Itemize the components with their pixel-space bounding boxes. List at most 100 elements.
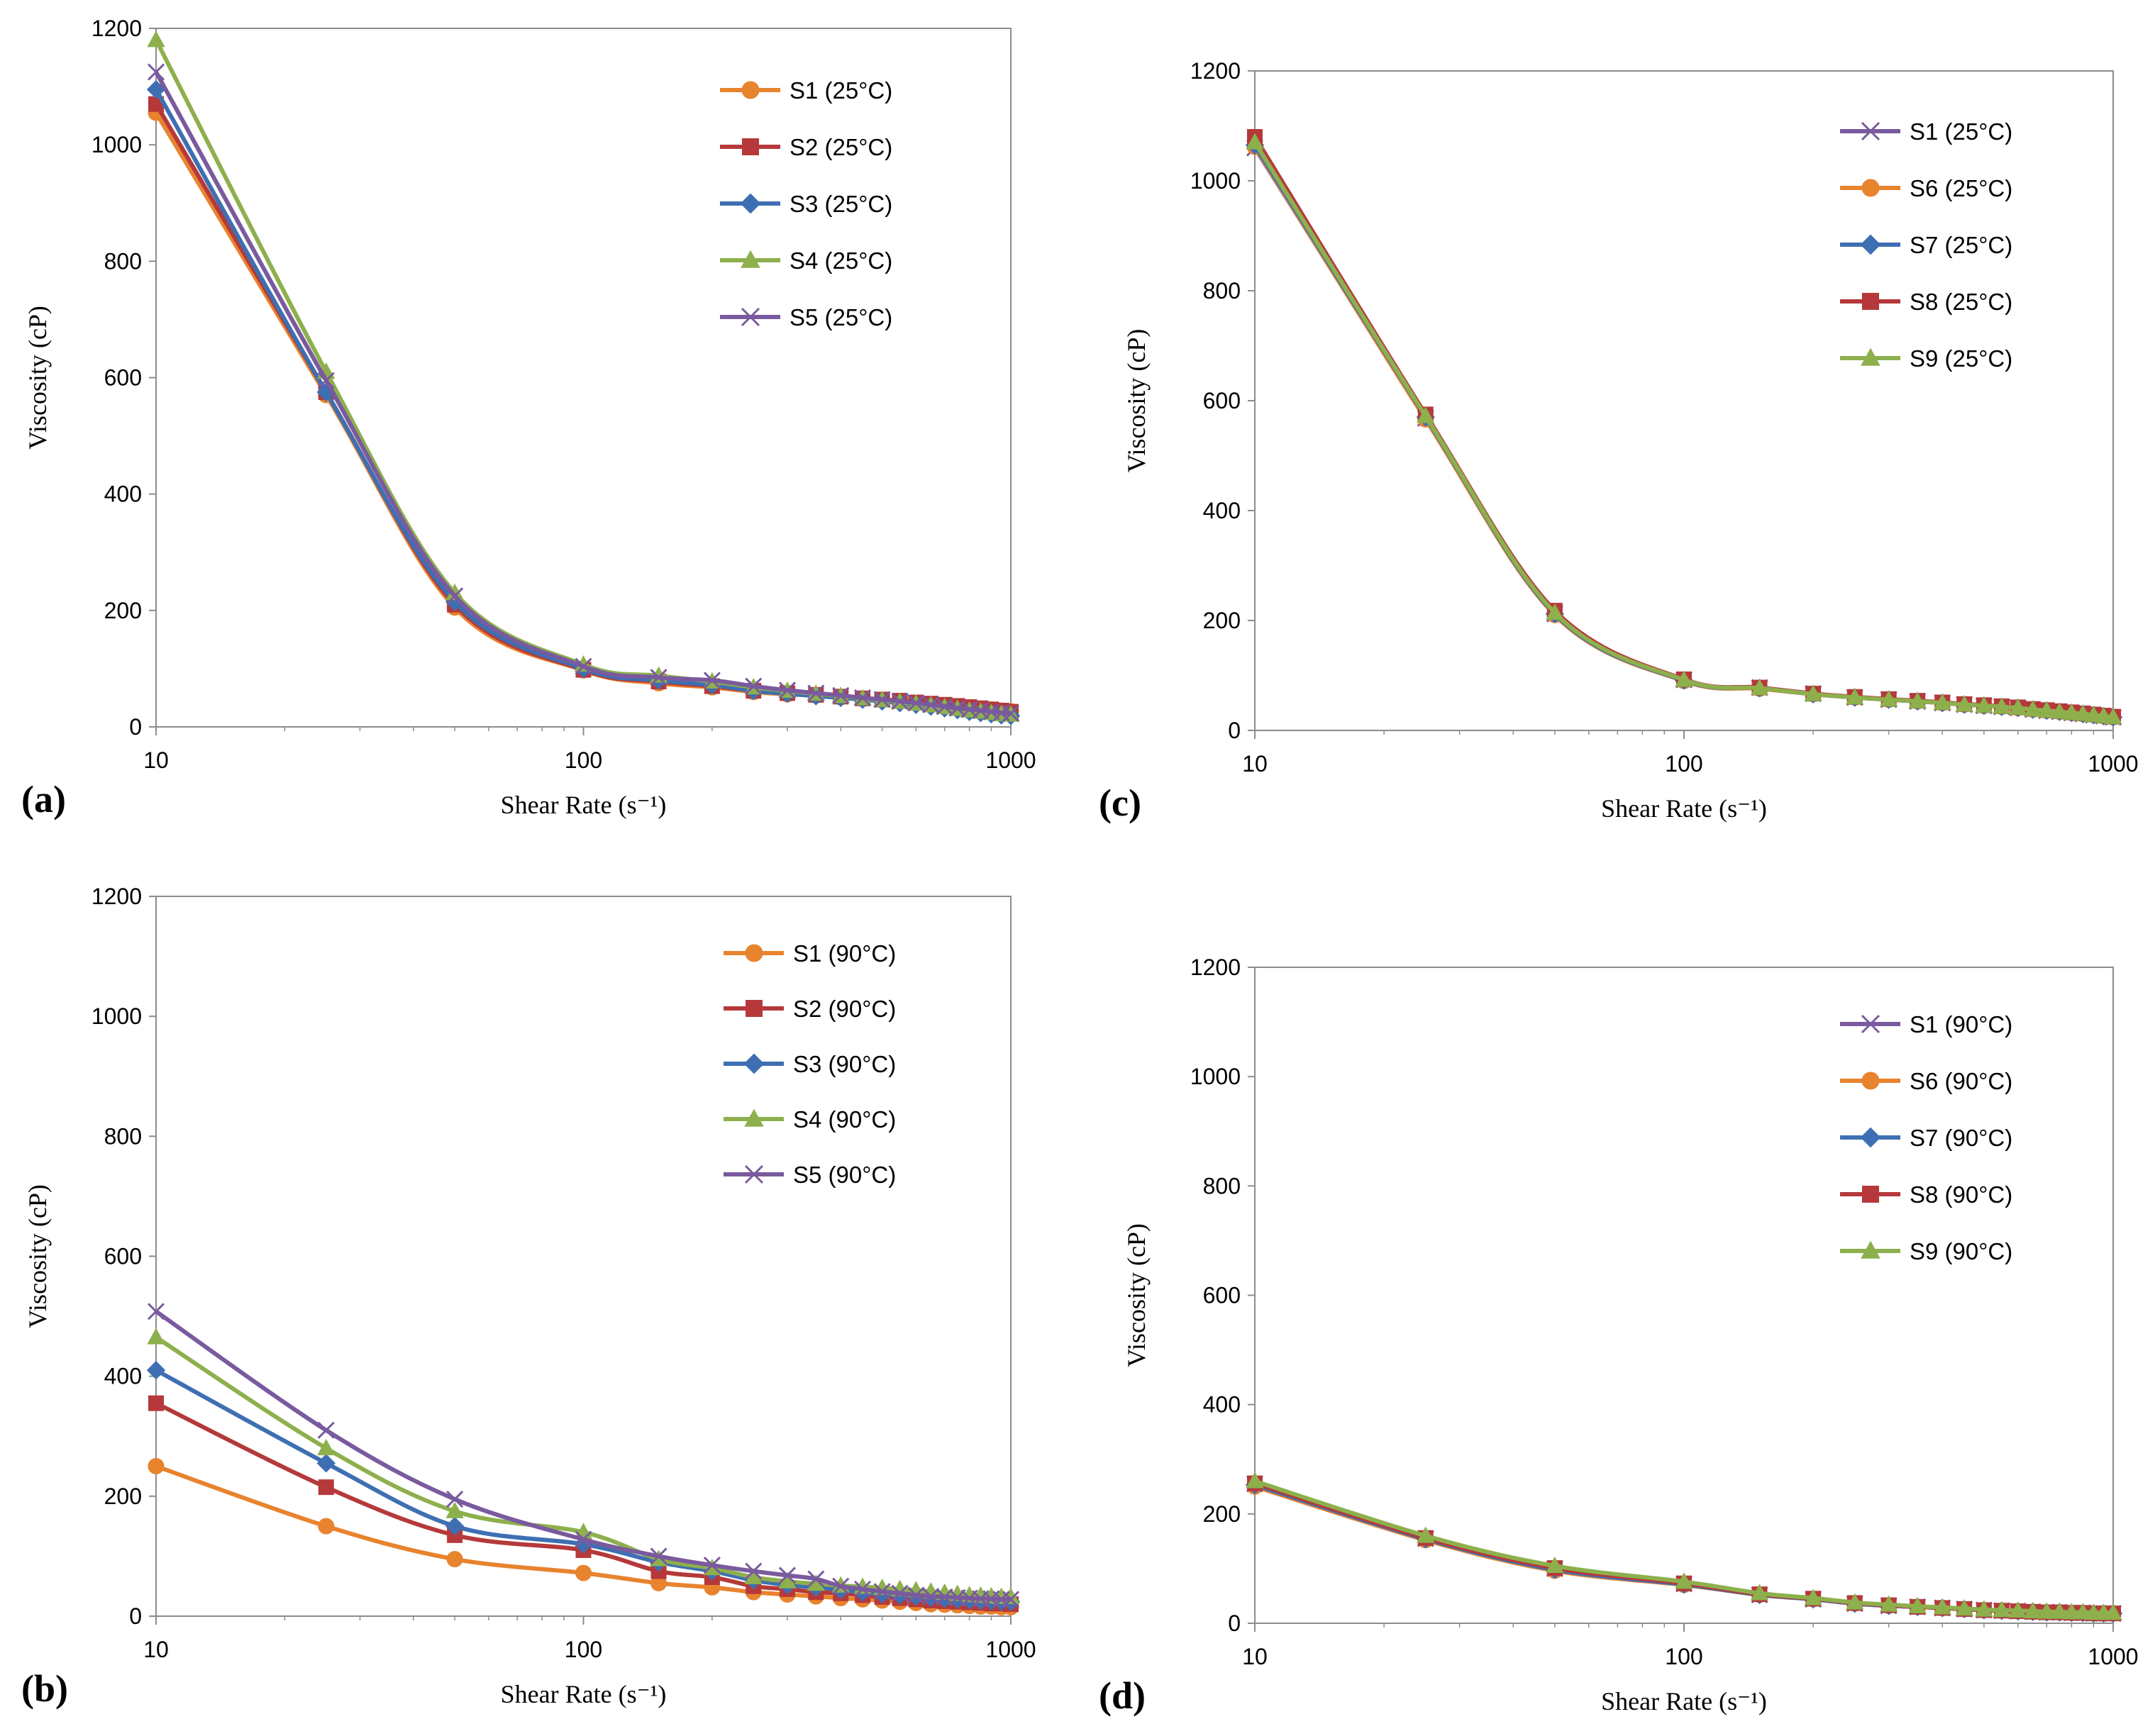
data-point xyxy=(853,1580,872,1598)
data-point xyxy=(703,1557,721,1574)
y-tick-label: 600 xyxy=(104,365,142,391)
data-point xyxy=(807,684,825,702)
data-point xyxy=(445,1501,464,1518)
data-point xyxy=(575,1530,592,1548)
data-point xyxy=(1750,679,1769,696)
data-point xyxy=(1933,1598,1951,1615)
legend-item: S6 (90°C) xyxy=(1840,1068,2012,1094)
data-point xyxy=(650,669,667,686)
legend-item: S8 (90°C) xyxy=(1840,1181,2012,1208)
data-point xyxy=(318,1479,334,1496)
data-point xyxy=(1880,690,1898,707)
data-point xyxy=(922,1588,940,1606)
series-line xyxy=(1254,1484,2113,1616)
y-tick-label: 800 xyxy=(104,248,142,274)
legend-label: S2 (25°C) xyxy=(790,134,892,160)
y-axis-label: Viscosity (cP) xyxy=(1122,329,1151,473)
legend-item: S9 (90°C) xyxy=(1840,1238,2012,1264)
legend-marker xyxy=(1862,1186,1879,1203)
data-point xyxy=(891,692,909,710)
legend-item: S1 (25°C) xyxy=(1840,118,2012,145)
legend-item: S4 (25°C) xyxy=(720,247,892,274)
data-point xyxy=(1002,1591,1020,1608)
legend-label: S1 (25°C) xyxy=(790,77,892,104)
legend-item: S9 (25°C) xyxy=(1840,345,2012,372)
legend-item: S5 (25°C) xyxy=(720,304,892,330)
data-point xyxy=(445,584,464,601)
y-tick-label: 800 xyxy=(104,1123,142,1149)
data-point xyxy=(853,689,872,707)
series-3 xyxy=(1247,1475,2121,1622)
legend-label: S9 (25°C) xyxy=(1910,345,2012,372)
x-tick-label: 1000 xyxy=(985,1637,1036,1662)
legend-marker xyxy=(1862,293,1879,310)
chart-svg-b: 0 200 400 600 800 1000 1200 10 100 1000 Shear Rate… xyxy=(21,884,1036,1710)
series-2 xyxy=(146,79,1021,725)
y-tick-label: 400 xyxy=(1203,1392,1241,1418)
data-point xyxy=(1955,1598,1973,1616)
data-point xyxy=(891,1584,909,1602)
chart-panel-d: 0 200 400 600 800 1000 1200 10 100 1000 Shear Rate… xyxy=(1078,868,2155,1736)
data-point xyxy=(907,694,925,712)
x-axis-label: Shear Rate (s⁻¹) xyxy=(1601,1687,1767,1715)
series-1 xyxy=(1246,1478,2122,1622)
data-point xyxy=(317,372,335,389)
data-point xyxy=(2104,1603,2122,1620)
data-point xyxy=(1675,670,1693,687)
data-point xyxy=(317,1438,336,1456)
data-point xyxy=(807,1574,825,1591)
data-point xyxy=(1002,705,1020,723)
series-0 xyxy=(1246,139,2122,726)
x-tick-label: 100 xyxy=(565,747,602,773)
x-tick-label: 100 xyxy=(565,1637,602,1662)
y-axis-label: Viscosity (cP) xyxy=(1122,1223,1151,1367)
data-point xyxy=(1908,1596,1927,1614)
x-tick-label: 1000 xyxy=(2088,1644,2138,1669)
panel-label: (a) xyxy=(21,778,66,820)
series-1 xyxy=(148,96,1019,720)
legend-item: S8 (25°C) xyxy=(1840,289,2012,315)
y-tick-label: 1200 xyxy=(1190,58,1241,84)
legend-label: S4 (25°C) xyxy=(790,247,892,274)
legend-item: S7 (90°C) xyxy=(1840,1125,2012,1151)
legend-item: S2 (25°C) xyxy=(720,134,892,160)
plot-area-frame xyxy=(155,28,1012,728)
data-point xyxy=(1804,684,1822,701)
legend-label: S1 (90°C) xyxy=(793,940,896,967)
y-tick-label: 400 xyxy=(104,482,142,507)
series-line xyxy=(1253,144,2114,720)
data-point xyxy=(873,691,891,708)
legend-item: S1 (90°C) xyxy=(724,940,896,967)
y-tick-label: 600 xyxy=(1203,388,1241,413)
data-point xyxy=(148,1395,164,1411)
data-point xyxy=(575,657,592,675)
data-point xyxy=(147,30,165,48)
x-tick-label: 10 xyxy=(143,1637,169,1662)
data-point xyxy=(778,1567,797,1584)
y-tick-label: 0 xyxy=(1228,718,1241,743)
data-point xyxy=(446,1491,464,1508)
legend-marker xyxy=(744,1108,764,1127)
data-point xyxy=(2104,708,2122,725)
data-point xyxy=(744,1567,763,1584)
series-4 xyxy=(1246,133,2122,725)
data-point xyxy=(873,1583,891,1601)
legend-marker xyxy=(741,307,760,327)
y-tick-label: 800 xyxy=(1203,278,1241,304)
legend-label: S2 (90°C) xyxy=(793,996,896,1022)
legend-marker xyxy=(1861,1014,1880,1034)
legend-item: S5 (90°C) xyxy=(724,1162,896,1188)
panel-label: (c) xyxy=(1099,781,1141,824)
y-tick-label: 200 xyxy=(104,1484,142,1509)
legend-marker xyxy=(743,1053,765,1074)
x-tick-label: 100 xyxy=(1665,1644,1702,1669)
y-tick-label: 1200 xyxy=(1190,955,1241,980)
data-point xyxy=(1993,697,2011,714)
data-point xyxy=(446,1551,463,1568)
y-axis-label: Viscosity (cP) xyxy=(23,306,52,450)
data-point xyxy=(1417,1526,1435,1543)
legend-label: S9 (90°C) xyxy=(1910,1238,2012,1264)
legend-label: S3 (90°C) xyxy=(793,1051,896,1077)
data-point xyxy=(1846,1593,1864,1610)
x-tick-label: 10 xyxy=(143,747,169,773)
